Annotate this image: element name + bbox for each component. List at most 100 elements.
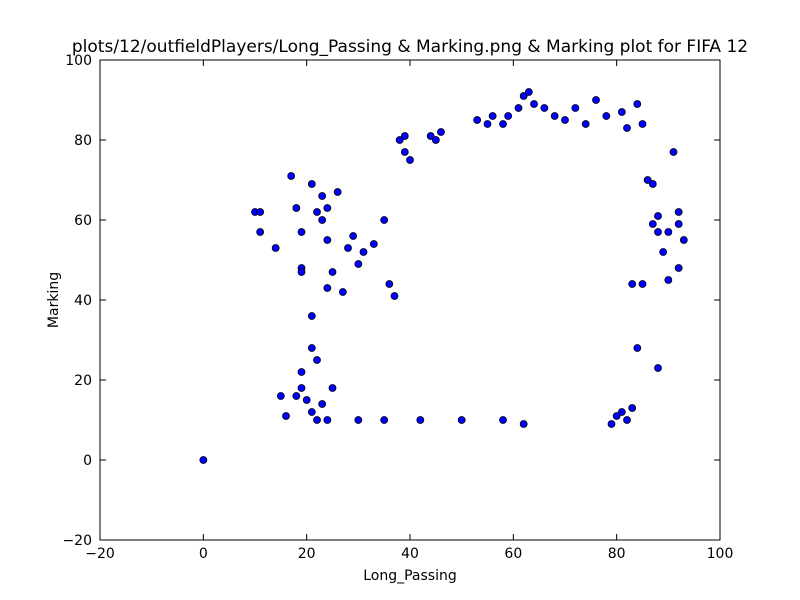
chart-title: plots/12/outfieldPlayers/Long_Passing & …	[72, 37, 748, 57]
scatter-point	[483, 120, 492, 128]
scatter-point	[561, 116, 569, 124]
scatter-point	[648, 180, 657, 188]
scatter-point	[457, 416, 466, 424]
scatter-point	[638, 120, 647, 128]
x-tick-label: 100	[707, 546, 734, 562]
x-tick-label: 40	[401, 546, 419, 562]
scatter-point	[338, 288, 347, 296]
scatter-point	[499, 416, 507, 424]
y-tick-label: 40	[74, 293, 92, 309]
scatter-point	[519, 92, 528, 100]
scatter-point	[313, 416, 321, 424]
scatter-point	[654, 228, 662, 236]
y-tick-label: 80	[74, 133, 92, 149]
y-axis-label: Marking	[46, 272, 62, 328]
scatter-point	[318, 400, 327, 408]
scatter-point	[550, 112, 559, 120]
scatter-point	[504, 112, 513, 120]
scatter-point	[633, 344, 642, 352]
x-axis-label: Long_Passing	[363, 568, 457, 584]
scatter-point	[530, 100, 538, 108]
scatter-point	[354, 260, 363, 268]
points-layer	[199, 88, 688, 464]
scatter-point	[307, 344, 316, 352]
scatter-point	[571, 104, 580, 112]
scatter-point	[307, 408, 316, 416]
scatter-point	[674, 264, 683, 272]
x-tick-label: −20	[85, 546, 115, 562]
scatter-point	[323, 236, 332, 244]
scatter-point	[514, 104, 523, 112]
scatter-point	[313, 356, 321, 364]
scatter-point	[199, 456, 208, 464]
scatter-point	[617, 108, 626, 116]
scatter-point	[333, 188, 342, 196]
scatter-point	[287, 172, 296, 180]
scatter-point	[654, 212, 662, 220]
scatter-point	[540, 104, 549, 112]
scatter-point	[679, 236, 688, 244]
scatter-point	[473, 116, 482, 124]
scatter-point	[323, 416, 332, 424]
scatter-point	[400, 132, 409, 140]
scatter-point	[499, 120, 507, 128]
scatter-point	[297, 368, 306, 376]
scatter-point	[354, 416, 363, 424]
scatter-point	[592, 96, 600, 104]
scatter-point	[406, 156, 414, 164]
scatter-point	[400, 148, 409, 156]
scatter-point	[369, 240, 378, 248]
scatter-point	[664, 276, 673, 284]
scatter-point	[323, 284, 332, 292]
scatter-point	[638, 280, 647, 288]
scatter-point	[323, 204, 332, 212]
scatter-point	[307, 312, 316, 320]
scatter-point	[664, 228, 673, 236]
scatter-point	[318, 216, 327, 224]
scatter-point	[307, 180, 316, 188]
ticks-layer: −20 0 20 40 60 80 100 −20 0 20 40 60 80 100	[62, 53, 733, 562]
scatter-point	[674, 208, 683, 216]
x-tick-label: 0	[199, 546, 208, 562]
scatter-point	[380, 216, 389, 224]
x-tick-label: 60	[504, 546, 522, 562]
scatter-point	[426, 132, 435, 140]
scatter-point	[292, 392, 301, 400]
scatter-point	[256, 208, 265, 216]
scatter-point	[488, 112, 497, 120]
scatter-point	[602, 112, 611, 120]
scatter-point	[623, 416, 631, 424]
scatter-point	[648, 220, 657, 228]
scatter-point	[359, 248, 368, 256]
scatter-point	[276, 392, 285, 400]
scatter-point	[271, 244, 280, 252]
scatter-point	[292, 204, 301, 212]
scatter-point	[654, 364, 662, 372]
scatter-point	[633, 100, 642, 108]
scatter-point	[318, 192, 327, 200]
scatter-point	[297, 228, 306, 236]
scatter-point	[581, 120, 590, 128]
y-tick-label: −20	[62, 533, 92, 549]
scatter-point	[623, 124, 631, 132]
y-tick-label: 20	[74, 373, 92, 389]
scatter-point	[416, 416, 425, 424]
scatter-point	[431, 136, 440, 144]
scatter-point	[328, 268, 337, 276]
scatter-point	[643, 176, 652, 184]
scatter-point	[297, 384, 306, 392]
y-tick-label: 100	[65, 53, 92, 69]
scatter-point	[612, 412, 621, 420]
scatter-point	[395, 136, 404, 144]
scatter-point	[524, 88, 533, 96]
scatter-point	[607, 420, 616, 428]
x-tick-label: 80	[608, 546, 626, 562]
scatter-point	[328, 384, 337, 392]
y-tick-label: 60	[74, 213, 92, 229]
scatter-point	[519, 420, 528, 428]
scatter-point	[380, 416, 389, 424]
scatter-point	[390, 292, 399, 300]
scatter-point	[669, 148, 678, 156]
